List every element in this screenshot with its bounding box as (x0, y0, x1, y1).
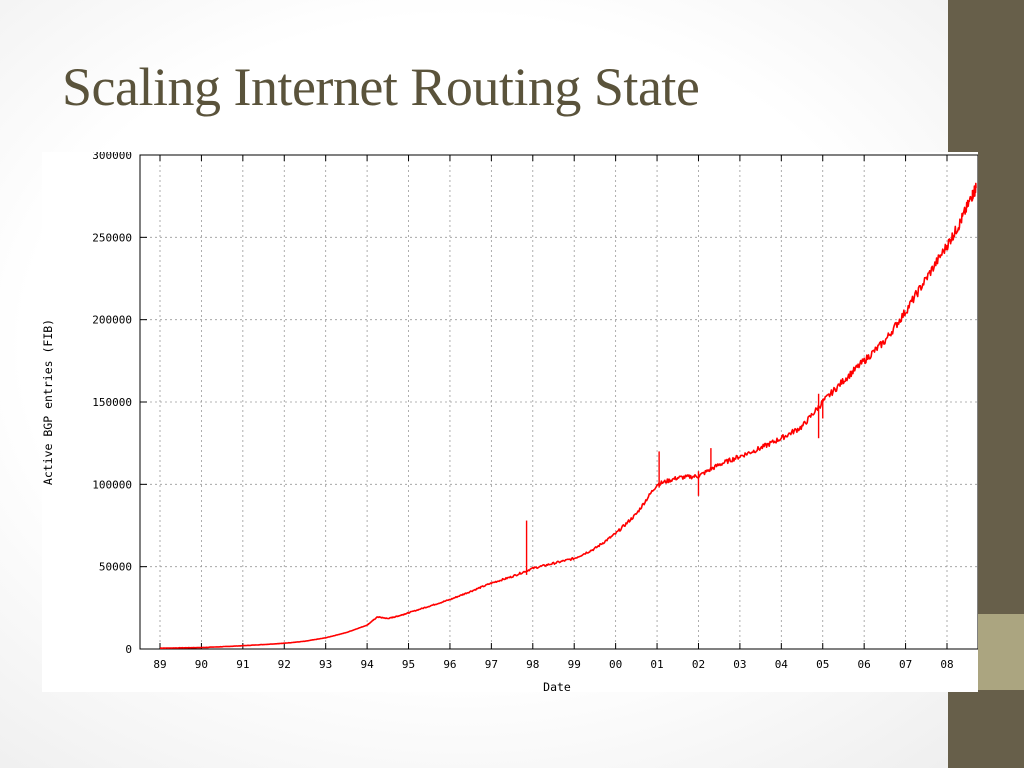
x-tick-label: 08 (940, 658, 953, 671)
x-tick-label: 07 (899, 658, 912, 671)
x-tick-label: 93 (319, 658, 332, 671)
y-tick-label: 100000 (92, 478, 132, 491)
x-tick-label: 95 (402, 658, 415, 671)
x-tick-label: 97 (485, 658, 498, 671)
chart-grid (140, 155, 978, 649)
y-tick-label: 250000 (92, 231, 132, 244)
y-tick-label: 200000 (92, 314, 132, 327)
y-axis-title: Active BGP entries (FIB) (42, 319, 55, 485)
x-tick-label: 99 (568, 658, 581, 671)
x-tick-label: 01 (650, 658, 663, 671)
y-tick-label: 300000 (92, 152, 132, 162)
x-tick-label: 03 (733, 658, 746, 671)
x-tick-label: 98 (526, 658, 539, 671)
y-tick-label: 50000 (99, 561, 132, 574)
x-tick-label: 91 (236, 658, 249, 671)
bgp-growth-chart: 0 50000 100000 150000 200000 250000 300000 89 90… (42, 152, 978, 692)
slide-side-accent (978, 614, 1024, 690)
x-tick-label: 05 (816, 658, 829, 671)
chart-container: 0 50000 100000 150000 200000 250000 300000 89 90… (42, 152, 978, 692)
x-tick-label: 00 (609, 658, 622, 671)
y-tick-label: 0 (125, 643, 132, 656)
chart-ticks: 0 50000 100000 150000 200000 250000 300000 89 90… (92, 152, 953, 671)
slide-title: Scaling Internet Routing State (62, 57, 700, 117)
x-tick-label: 02 (692, 658, 705, 671)
series-line (159, 182, 977, 649)
x-axis-title: Date (543, 680, 571, 692)
x-tick-label: 94 (360, 658, 374, 671)
x-tick-label: 06 (858, 658, 871, 671)
x-tick-label: 96 (443, 658, 456, 671)
y-tick-label: 150000 (92, 396, 132, 409)
chart-series (159, 182, 977, 649)
x-tick-label: 89 (153, 658, 166, 671)
x-tick-label: 92 (278, 658, 291, 671)
x-tick-label: 04 (775, 658, 789, 671)
x-tick-label: 90 (195, 658, 208, 671)
